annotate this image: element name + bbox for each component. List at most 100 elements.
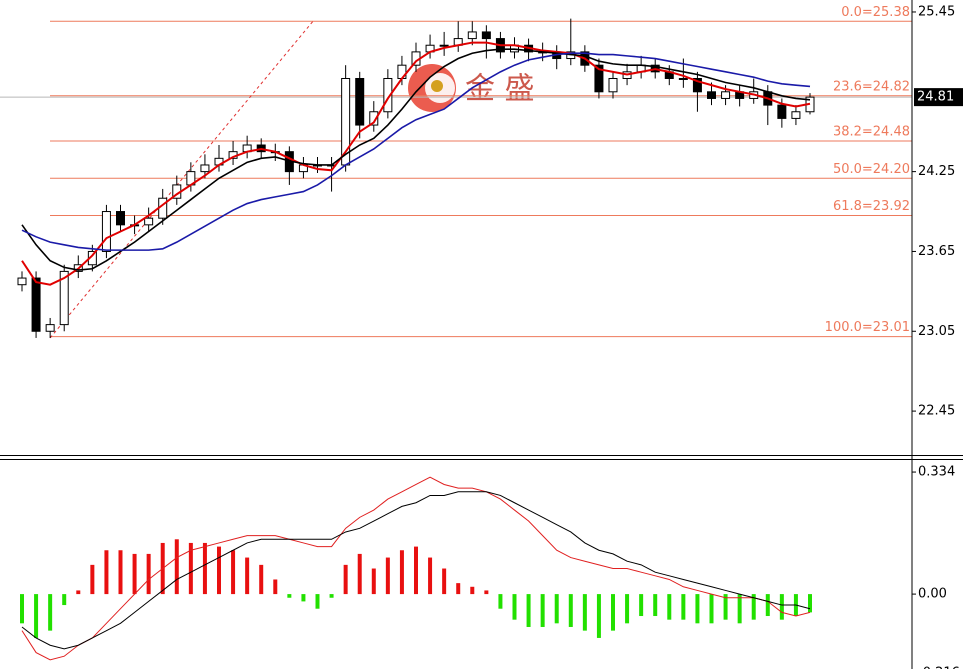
histogram-bar	[695, 594, 700, 624]
fib-label: 23.6=24.82	[833, 79, 910, 94]
histogram-bar	[273, 579, 278, 595]
histogram-bar	[48, 594, 53, 631]
histogram-bar	[399, 550, 404, 595]
histogram-bar	[779, 594, 784, 620]
fib-label: 50.0=24.20	[833, 162, 910, 177]
histogram-bar	[456, 583, 461, 595]
histogram-bar	[217, 546, 221, 595]
histogram-bar	[512, 594, 517, 620]
histogram-bar	[737, 594, 742, 624]
histogram-bar	[625, 594, 630, 624]
candle-body	[594, 64, 604, 93]
histogram-bar	[611, 594, 615, 631]
histogram-bar	[76, 590, 81, 595]
y-tick-label: 25.45	[918, 4, 955, 19]
histogram-bar	[118, 550, 123, 595]
candle-body	[59, 270, 69, 326]
histogram-bar	[62, 594, 67, 606]
moving-average	[21, 52, 811, 251]
histogram-bar	[596, 594, 601, 638]
candle-body	[481, 31, 491, 40]
histogram-bar	[667, 594, 672, 620]
histogram-bar	[385, 557, 390, 595]
histogram-bar	[723, 594, 728, 620]
histogram-bar	[709, 594, 714, 624]
fib-label: 0.0=25.38	[841, 5, 910, 20]
histogram-bar	[20, 594, 24, 624]
histogram-bar	[245, 557, 250, 595]
histogram-bar	[554, 594, 559, 624]
candle-body	[439, 44, 449, 47]
histogram-bar	[498, 594, 503, 609]
histogram-bar	[343, 564, 348, 595]
histogram-bar	[582, 594, 587, 631]
histogram-bar	[301, 594, 306, 602]
candle-body	[777, 104, 787, 119]
histogram-bar	[568, 594, 573, 627]
histogram-bar	[540, 594, 545, 627]
current-price-label: 24.81	[917, 90, 954, 105]
histogram-bar	[414, 546, 418, 595]
current-price-box	[914, 88, 963, 107]
watermark-text: 金 盛	[465, 72, 535, 107]
histogram-bar	[484, 590, 489, 595]
histogram-bar	[428, 557, 433, 595]
y-tick-label: 23.05	[918, 324, 955, 339]
y-tick-label: -0.216	[918, 666, 960, 669]
candle-body	[369, 111, 379, 126]
histogram-bar	[653, 594, 658, 617]
candle-body	[45, 324, 55, 332]
fib-label: 61.8=23.92	[833, 199, 910, 214]
histogram-bar	[442, 568, 447, 595]
moving-average	[21, 48, 811, 271]
candle-body	[721, 91, 731, 99]
histogram-bar	[146, 553, 151, 595]
fib-label: 100.0=23.01	[825, 320, 910, 335]
histogram-bar	[231, 550, 236, 595]
y-tick-label: 0.00	[918, 587, 947, 602]
histogram-bar	[329, 594, 334, 598]
watermark-logo	[431, 80, 443, 92]
histogram-bar	[765, 594, 770, 617]
histogram-bar	[639, 594, 644, 617]
histogram-bar	[259, 564, 264, 595]
histogram-bar	[315, 594, 320, 609]
candle-body	[101, 211, 111, 252]
candle-body	[692, 77, 702, 93]
y-tick-label: 23.65	[918, 244, 955, 259]
candle-body	[707, 91, 716, 99]
fib-label: 38.2=24.48	[833, 125, 910, 140]
histogram-bar	[202, 542, 207, 595]
histogram-bar	[371, 568, 376, 595]
candle-body	[678, 77, 688, 80]
histogram-bar	[470, 586, 475, 595]
candle-body	[467, 31, 477, 40]
candle-body	[200, 164, 210, 173]
y-tick-label: 0.334	[918, 465, 955, 480]
moving-average	[21, 41, 811, 286]
histogram-bar	[357, 553, 362, 595]
y-tick-label: 22.45	[918, 404, 955, 419]
histogram-bar	[751, 594, 756, 620]
candle-body	[144, 217, 154, 226]
candle-body	[791, 111, 801, 119]
histogram-bar	[132, 553, 137, 595]
trendline	[49, 19, 315, 339]
histogram-bar	[174, 539, 179, 595]
macd-line	[21, 491, 811, 650]
candle-body	[608, 77, 618, 93]
histogram-bar	[104, 550, 109, 595]
histogram-bar	[188, 542, 193, 595]
histogram-bar	[34, 594, 39, 638]
histogram-bar	[526, 594, 531, 627]
candle-body	[383, 77, 393, 113]
candle-body	[31, 277, 41, 332]
histogram-bar	[287, 594, 292, 598]
candle-body	[17, 277, 27, 286]
y-tick-label: 24.25	[918, 164, 955, 179]
histogram-bar	[90, 564, 95, 595]
macd-line	[21, 476, 811, 661]
